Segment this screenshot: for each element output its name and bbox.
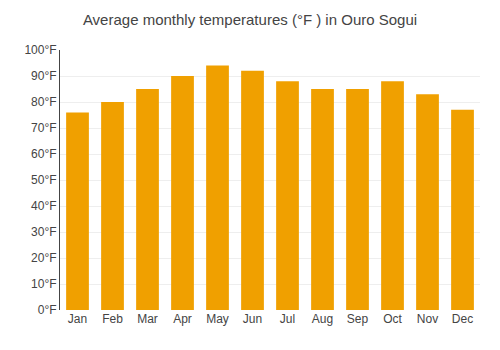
svg-text:Mar: Mar — [137, 312, 158, 326]
svg-text:Jul: Jul — [280, 312, 295, 326]
svg-text:20°F: 20°F — [31, 251, 56, 265]
svg-text:40°F: 40°F — [31, 199, 56, 213]
svg-text:May: May — [206, 312, 229, 326]
svg-text:Aug: Aug — [312, 312, 333, 326]
svg-text:Sep: Sep — [347, 312, 369, 326]
svg-text:Dec: Dec — [452, 312, 473, 326]
svg-text:Oct: Oct — [383, 312, 402, 326]
svg-text:60°F: 60°F — [31, 147, 56, 161]
svg-text:Apr: Apr — [173, 312, 192, 326]
svg-text:Nov: Nov — [417, 312, 438, 326]
svg-text:90°F: 90°F — [31, 69, 56, 83]
svg-text:Jun: Jun — [243, 312, 262, 326]
svg-text:70°F: 70°F — [31, 121, 56, 135]
svg-text:30°F: 30°F — [31, 225, 56, 239]
svg-text:100°F: 100°F — [24, 43, 56, 57]
svg-text:0°F: 0°F — [38, 303, 57, 317]
svg-text:Jan: Jan — [68, 312, 87, 326]
svg-text:50°F: 50°F — [31, 173, 56, 187]
svg-text:80°F: 80°F — [31, 95, 56, 109]
svg-text:Average monthly temperatures (: Average monthly temperatures (°F ) in Ou… — [83, 11, 417, 28]
svg-text:Feb: Feb — [102, 312, 123, 326]
svg-text:10°F: 10°F — [31, 277, 56, 291]
